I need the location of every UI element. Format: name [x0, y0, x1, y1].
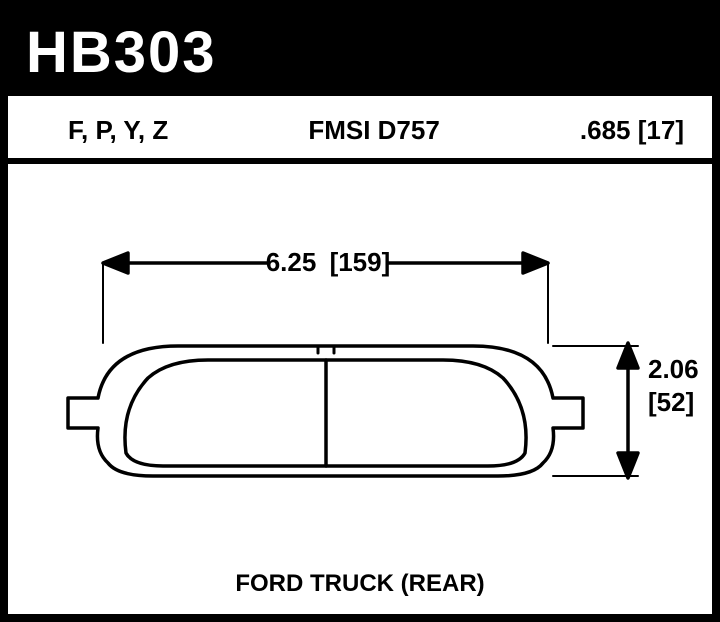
fmsi-code: FMSI D757 — [308, 115, 440, 146]
variants-label: F, P, Y, Z — [68, 115, 168, 146]
caption: FORD TRUCK (REAR) — [8, 570, 712, 598]
part-number: HB303 — [26, 19, 217, 86]
brake-pad-diagram: 6.25 [159] 2.06 [52] — [8, 168, 712, 608]
arrowhead-right-icon — [523, 253, 548, 273]
spec-row: F, P, Y, Z FMSI D757 .685 [17] — [8, 104, 712, 156]
thickness-mm: [17] — [638, 115, 684, 145]
arrowhead-down-icon — [618, 453, 638, 478]
height-in: 2.06 — [648, 354, 699, 384]
height-mm: [52] — [648, 387, 694, 417]
thickness-in: .685 — [580, 115, 631, 145]
spec-divider — [8, 158, 712, 164]
width-mm: [159] — [330, 247, 391, 277]
spec-sheet-frame: HB303 F, P, Y, Z FMSI D757 .685 [17] — [0, 0, 720, 622]
arrowhead-left-icon — [103, 253, 128, 273]
width-in: 6.25 — [266, 247, 317, 277]
thickness: .685 [17] — [580, 115, 684, 146]
header-bar: HB303 — [8, 8, 712, 96]
